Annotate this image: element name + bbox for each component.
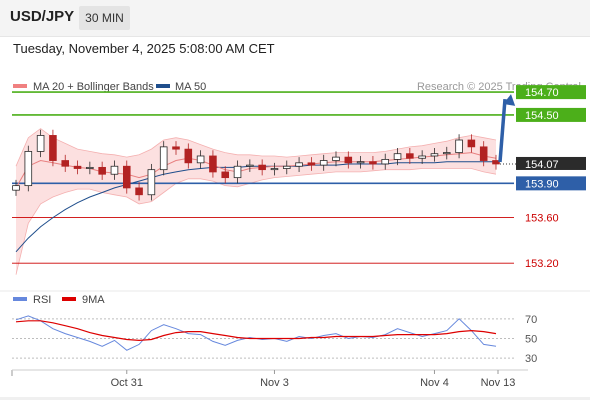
support-label-153-60: 153.60 bbox=[525, 213, 559, 225]
legend-swatch-9ma bbox=[62, 297, 76, 301]
last-price-label: 154.07 bbox=[525, 159, 559, 171]
candle-body bbox=[24, 151, 33, 187]
bollinger-upper-line bbox=[15, 128, 497, 167]
candle-body bbox=[492, 160, 500, 165]
rsi-ma-line bbox=[15, 320, 497, 342]
pivot-label-bg-153-90 bbox=[516, 176, 586, 191]
x-tick-label: Nov 3 bbox=[260, 377, 289, 389]
candle-body bbox=[319, 160, 328, 166]
candle-body bbox=[61, 160, 70, 167]
candle-body bbox=[295, 162, 303, 167]
candle-body bbox=[209, 155, 217, 173]
candle-body bbox=[442, 152, 451, 155]
candle-body bbox=[135, 187, 143, 196]
candle-body bbox=[270, 168, 279, 171]
candle-body bbox=[196, 155, 205, 164]
timeframe-button[interactable]: 30 MIN bbox=[79, 6, 130, 30]
candle-body bbox=[122, 165, 131, 189]
candle-body bbox=[246, 164, 254, 167]
candle-body bbox=[172, 146, 180, 150]
rsi-tick-label-50: 50 bbox=[525, 333, 537, 345]
candle-body bbox=[369, 161, 377, 165]
candle-body bbox=[356, 161, 365, 164]
rsi-line bbox=[15, 315, 497, 351]
x-tick-label: Oct 31 bbox=[111, 377, 143, 389]
candle-body bbox=[221, 171, 230, 179]
resistance-label-bg-154-50 bbox=[516, 107, 586, 122]
pivot-label-153-90: 153.90 bbox=[525, 178, 559, 190]
candle-body bbox=[455, 139, 463, 153]
header-bar: USD/JPY 30 MIN bbox=[0, 0, 590, 37]
candle-body bbox=[479, 146, 488, 161]
candle-body bbox=[36, 135, 45, 152]
x-tick-label: Nov 4 bbox=[420, 377, 449, 389]
candle-body bbox=[159, 146, 168, 171]
resistance-label-154-70: 154.70 bbox=[525, 87, 559, 99]
rsi-tick-label-30: 30 bbox=[525, 353, 537, 365]
legend-swatch-rsi bbox=[13, 297, 27, 301]
legend-label-ma20: MA 20 + Bollinger Bands bbox=[33, 81, 154, 93]
bollinger-band-fill bbox=[16, 128, 496, 275]
candle-body bbox=[418, 155, 426, 159]
candle-body bbox=[98, 166, 106, 175]
legend-label-9ma: 9MA bbox=[82, 294, 105, 306]
chart-datetime: Tuesday, November 4, 2025 5:08:00 AM CET bbox=[13, 41, 275, 56]
candle-body bbox=[467, 139, 476, 148]
candle-body bbox=[258, 164, 266, 171]
last-price-label-bg bbox=[516, 156, 586, 170]
candle-body bbox=[282, 165, 291, 169]
legend-swatch-ma20 bbox=[13, 84, 27, 88]
bollinger-lower-line bbox=[15, 168, 497, 275]
candle-body bbox=[406, 153, 414, 159]
resistance-label-bg-154-70 bbox=[516, 85, 586, 100]
x-tick-label: Nov 13 bbox=[481, 377, 516, 389]
resistance-label-154-50: 154.50 bbox=[525, 110, 559, 122]
candle-body bbox=[307, 162, 316, 166]
candle-body bbox=[430, 153, 439, 157]
candle-body bbox=[233, 165, 242, 179]
candle-body bbox=[86, 166, 94, 169]
candle-body bbox=[49, 135, 57, 161]
legend-label-ma50: MA 50 bbox=[175, 81, 206, 93]
candle-body bbox=[147, 169, 156, 196]
candle-body bbox=[381, 158, 390, 165]
rsi-tick-label-70: 70 bbox=[525, 314, 537, 326]
forecast-arrow-head bbox=[503, 94, 516, 106]
candle-body bbox=[184, 148, 193, 164]
candle-body bbox=[393, 153, 402, 160]
candle-body bbox=[344, 156, 353, 164]
ma20-line bbox=[15, 152, 497, 189]
candle-body bbox=[12, 185, 20, 191]
candle-body bbox=[110, 165, 119, 175]
forecast-arrow-shaft bbox=[498, 98, 507, 163]
ma50-line bbox=[15, 161, 496, 253]
bottom-rule bbox=[0, 397, 590, 400]
legend-label-rsi: RSI bbox=[33, 294, 51, 306]
candle-body bbox=[332, 156, 340, 161]
symbol-title: USD/JPY bbox=[10, 8, 75, 25]
candle-body bbox=[73, 165, 82, 169]
support-label-153-20: 153.20 bbox=[525, 258, 559, 270]
legend-swatch-ma50 bbox=[156, 84, 170, 88]
